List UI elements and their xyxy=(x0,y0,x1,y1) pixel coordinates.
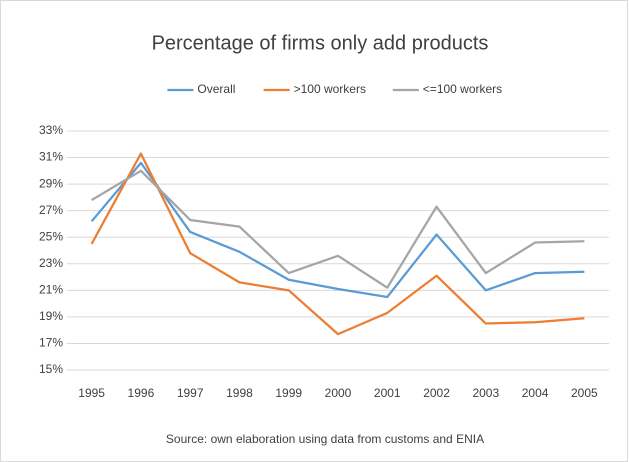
x-tick-label: 2000 xyxy=(325,386,352,400)
series-line xyxy=(90,161,585,299)
legend-label: <=100 workers xyxy=(423,82,502,96)
y-tick-label: 15% xyxy=(39,362,63,376)
x-tick-label: 2003 xyxy=(472,386,499,400)
x-tick-label: 2004 xyxy=(522,386,549,400)
x-tick-label: 1996 xyxy=(128,386,155,400)
chart-title: Percentage of firms only add products xyxy=(152,32,489,54)
y-tick-label: 21% xyxy=(39,283,63,297)
x-tick-label: 1998 xyxy=(226,386,253,400)
x-tick-label: 2001 xyxy=(374,386,401,400)
source-note: Source: own elaboration using data from … xyxy=(166,432,484,446)
x-tick-label: 2002 xyxy=(423,386,450,400)
legend-label: Overall xyxy=(197,82,235,96)
series-line xyxy=(91,169,585,289)
y-tick-label: 27% xyxy=(39,203,63,217)
x-tick-label: 1995 xyxy=(78,386,105,400)
x-tick-label: 2005 xyxy=(571,386,598,400)
y-tick-label: 23% xyxy=(39,256,63,270)
y-tick-label: 33% xyxy=(39,123,63,137)
legend-label: >100 workers xyxy=(294,82,366,96)
y-tick-label: 19% xyxy=(39,309,63,323)
y-tick-label: 17% xyxy=(39,336,63,350)
x-tick-label: 1999 xyxy=(275,386,302,400)
x-tick-label: 1997 xyxy=(177,386,204,400)
series-line xyxy=(90,152,585,336)
y-tick-label: 25% xyxy=(39,229,63,243)
y-tick-label: 31% xyxy=(39,150,63,164)
y-tick-label: 29% xyxy=(39,176,63,190)
